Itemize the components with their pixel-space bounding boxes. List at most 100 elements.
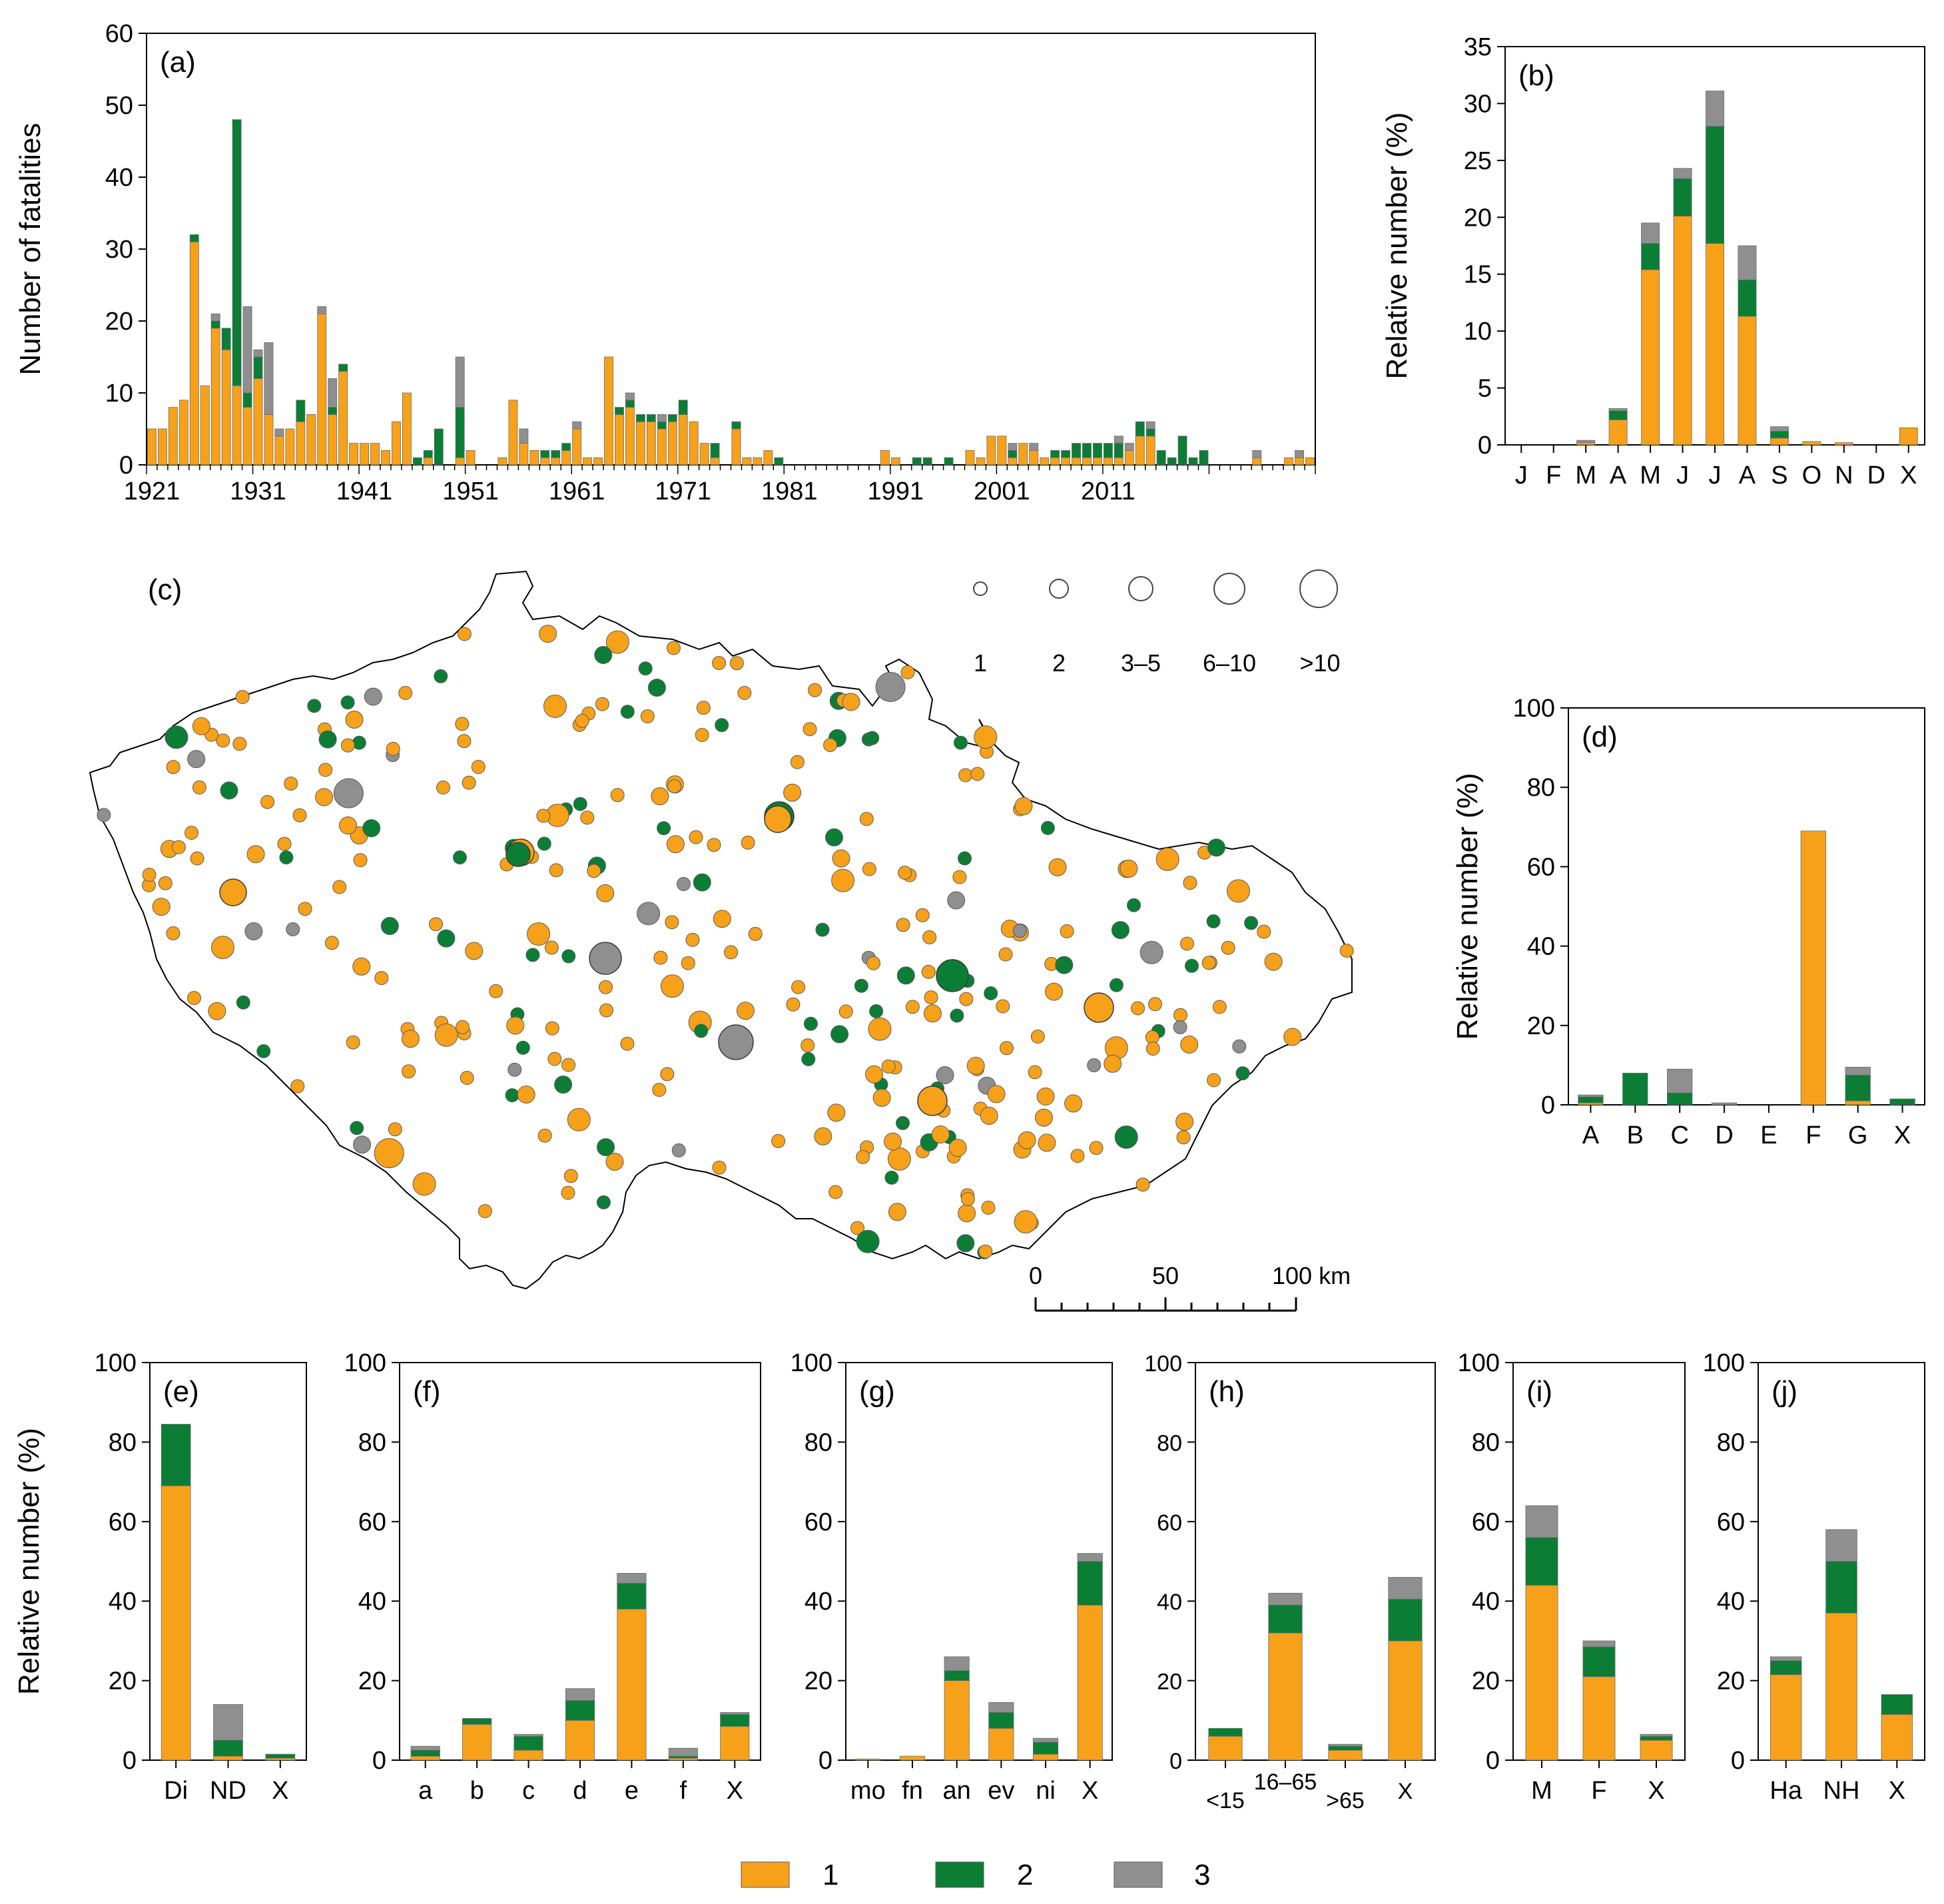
y-tick-label: 100	[791, 1349, 832, 1377]
bar-segment-3	[210, 313, 220, 322]
bar-segment-2	[221, 328, 231, 350]
bar-segment-1	[402, 392, 412, 466]
fatality-dot	[339, 816, 357, 834]
bar-segment-1	[317, 313, 327, 466]
fatality-dot	[947, 891, 966, 910]
bar-segment-1	[285, 428, 295, 466]
bar-segment-1	[1834, 442, 1853, 446]
bar-segment-1	[296, 421, 306, 466]
bar-segment-1	[551, 457, 561, 466]
fatality-dot	[996, 999, 1010, 1014]
x-tick-label: F	[1546, 462, 1561, 489]
bar-segment-1	[668, 1757, 698, 1761]
bar-segment-2	[1103, 443, 1113, 458]
bar-segment-3	[264, 342, 274, 415]
fatality-dot	[970, 767, 985, 781]
fatality-dot	[771, 1133, 786, 1148]
fatality-dot	[298, 902, 312, 916]
fatality-dot	[681, 956, 695, 970]
scale-label: 100 km	[1272, 1262, 1351, 1289]
bar-segment-2	[232, 119, 242, 386]
size-legend-marker	[973, 581, 988, 596]
fatality-dot	[547, 1052, 562, 1066]
bar-segment-2	[668, 1755, 698, 1759]
bar-segment-1	[646, 421, 656, 466]
bar-segment-1	[410, 1755, 440, 1761]
chart-h: 0 20 40 60 80 100 <15 16–65 >65 X (h)	[1144, 1351, 1436, 1813]
bar-segment-2	[944, 457, 954, 466]
fatality-dot	[1055, 956, 1074, 974]
fatality-dot	[868, 1017, 892, 1041]
fatality-dot	[666, 641, 681, 655]
y-tick-label: 80	[1717, 1428, 1745, 1456]
bar-segment-3	[572, 421, 582, 430]
x-tick-label: f	[680, 1777, 687, 1805]
panel-label: (a)	[160, 46, 196, 79]
fatality-dot	[340, 738, 355, 753]
fatality-dot	[412, 1172, 436, 1196]
fatality-dot	[429, 917, 443, 932]
color-legend: 1 2 3	[741, 1859, 1210, 1891]
bar-segment-2	[731, 421, 741, 430]
bar-segment-1	[699, 443, 709, 466]
fatality-dot	[921, 964, 936, 979]
fatality-dot	[884, 1170, 899, 1185]
bar-segment-1	[944, 1680, 970, 1761]
fatality-dot	[1127, 898, 1141, 912]
bar-segment-2	[434, 428, 444, 466]
panel-label: (j)	[1772, 1375, 1797, 1408]
fatality-dot	[960, 1191, 975, 1206]
bar-segment-3	[1582, 1640, 1616, 1648]
bar-segment-1	[1208, 1736, 1243, 1761]
size-legend-label: 1	[974, 649, 987, 677]
fatality-dot	[665, 915, 679, 930]
bar-segment-1	[1576, 442, 1596, 446]
fatality-dot	[166, 926, 180, 940]
size-legend-label: >10	[1299, 649, 1340, 677]
fatality-dot	[1180, 936, 1194, 951]
y-tick-label: 20	[358, 1668, 386, 1696]
x-tick-label: <15	[1206, 1788, 1245, 1813]
bar-segment-1	[1825, 1612, 1857, 1761]
y-tick-label: 20	[105, 308, 133, 336]
x-tick-label: C	[1670, 1121, 1688, 1149]
fatality-dot	[1131, 1001, 1145, 1016]
fatality-dot	[517, 1086, 535, 1104]
fatality-dot	[605, 630, 629, 654]
bar-segment-1	[232, 385, 242, 466]
fatality-dot	[881, 1059, 896, 1074]
bar-segment-3	[1008, 443, 1018, 451]
fatality-dot	[284, 777, 298, 791]
y-tick-label: 0	[372, 1747, 386, 1775]
x-tick-label: 1921	[124, 477, 180, 505]
fatality-dot	[594, 646, 613, 664]
bar-segment-1	[583, 457, 593, 466]
fatality-dot	[246, 845, 265, 864]
bar-segment-1	[1608, 420, 1628, 446]
fatality-dot	[380, 916, 399, 935]
x-tick-label: an	[943, 1777, 971, 1805]
x-tick-label: X	[1894, 1121, 1911, 1149]
y-tick-label: 30	[105, 236, 133, 264]
bar-segment-3	[1029, 443, 1039, 451]
panel-label: (i)	[1526, 1375, 1552, 1408]
bar-segment-1	[689, 421, 699, 466]
fatality-dot	[171, 840, 186, 854]
bar-segment-3	[1576, 440, 1596, 443]
y-tick-label: 100	[344, 1349, 386, 1377]
fatality-dot	[694, 1024, 709, 1038]
fatality-dot	[587, 864, 601, 878]
fatality-dot	[192, 780, 206, 794]
bar-segment-1	[1388, 1640, 1423, 1761]
fatality-dot	[887, 1147, 911, 1171]
y-tick-label: 20	[1464, 204, 1492, 232]
fatality-dot	[232, 737, 247, 751]
bar-segment-2	[1156, 450, 1166, 466]
bar-segment-1	[1305, 457, 1315, 466]
fatality-dot	[436, 781, 450, 794]
fatality-dot	[1185, 958, 1199, 973]
fatality-dot	[850, 1221, 864, 1235]
bar-segment-1	[213, 1755, 243, 1761]
bar-segment-2	[1114, 443, 1124, 458]
fatality-dot	[923, 1004, 942, 1023]
